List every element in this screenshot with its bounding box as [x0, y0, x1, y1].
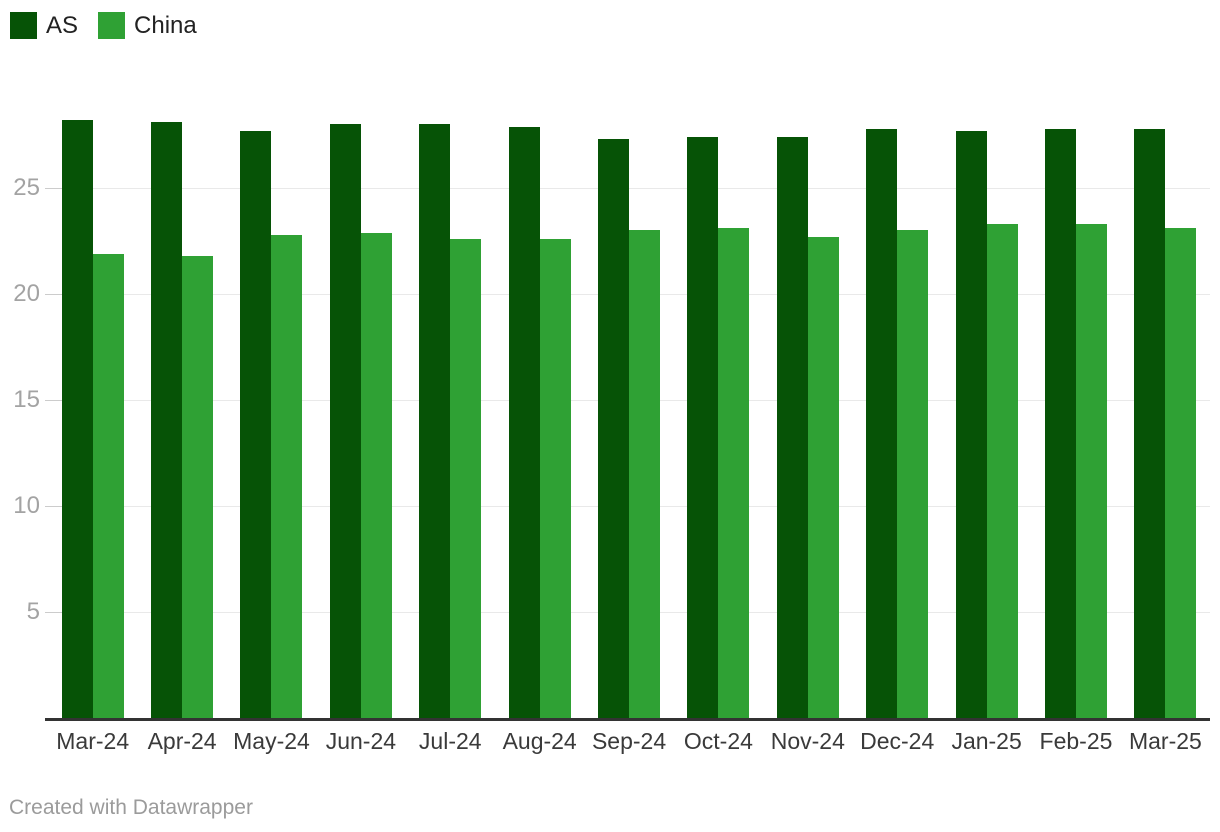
x-axis-label-mar-25: Mar-25 [1128, 728, 1202, 754]
legend-label-as: AS [46, 12, 79, 39]
bar-as-mar-24 [61, 120, 93, 718]
y-axis-tick-label: 5 [26, 598, 40, 625]
bar-china-may-24 [271, 235, 303, 718]
bar-group-may-24 [227, 0, 316, 718]
bar-group-aug-24 [495, 0, 584, 718]
bar-as-aug-24 [508, 127, 540, 718]
y-axis-tick-label: 20 [13, 280, 40, 307]
y-tick-mark [45, 294, 62, 295]
legend-item-as: AS [10, 12, 78, 39]
legend-label-china: China [134, 12, 197, 39]
legend: AS China [10, 12, 197, 39]
bar-china-aug-24 [539, 239, 571, 718]
bar-group-apr-24 [137, 0, 226, 718]
bar-as-nov-24 [776, 137, 808, 718]
bar-as-sep-24 [598, 139, 630, 718]
bar-china-jun-24 [360, 233, 392, 718]
x-axis-label-may-24: May-24 [233, 728, 310, 754]
x-axis-label-feb-25: Feb-25 [1039, 728, 1113, 754]
bar-china-feb-25 [1075, 224, 1107, 718]
x-axis-label-mar-24: Mar-24 [56, 728, 130, 754]
y-tick-mark [45, 188, 62, 189]
x-axis-label-oct-24: Oct-24 [683, 728, 753, 754]
x-axis-label-jun-24: Jun-24 [325, 728, 397, 754]
bar-group-sep-24 [584, 0, 673, 718]
y-tick-mark [45, 506, 62, 507]
bar-as-oct-24 [687, 137, 719, 718]
x-axis-label-nov-24: Nov-24 [770, 728, 845, 754]
bar-china-jan-25 [986, 224, 1018, 718]
bar-group-oct-24 [674, 0, 763, 718]
x-axis-label-aug-24: Aug-24 [502, 728, 577, 754]
bars-area [48, 0, 1210, 718]
x-axis-label-sep-24: Sep-24 [591, 728, 667, 754]
bar-as-jan-25 [955, 131, 987, 718]
bar-china-oct-24 [718, 228, 750, 718]
datawrapper-credit-link[interactable]: Created with Datawrapper [9, 796, 253, 819]
bar-as-mar-25 [1134, 129, 1166, 718]
bar-as-feb-25 [1044, 129, 1076, 718]
x-axis-label-jan-25: Jan-25 [951, 728, 1022, 754]
bar-china-jul-24 [450, 239, 482, 718]
bar-as-jun-24 [329, 124, 361, 718]
legend-item-china: China [98, 12, 197, 39]
y-tick-mark [45, 612, 62, 613]
bar-group-jul-24 [406, 0, 495, 718]
bar-as-may-24 [240, 131, 272, 718]
bar-group-feb-25 [1031, 0, 1120, 718]
bar-group-nov-24 [763, 0, 852, 718]
legend-swatch-china [98, 12, 126, 39]
bar-group-dec-24 [853, 0, 942, 718]
y-axis-tick-label: 10 [13, 492, 40, 519]
x-axis-label-dec-24: Dec-24 [860, 728, 935, 754]
bar-as-dec-24 [866, 129, 898, 718]
x-axis-labels: Mar-24 Apr-24 May-24 Jun-24 Jul-24 Aug-24 Sep-… [48, 728, 1210, 755]
bar-group-jun-24 [316, 0, 405, 718]
y-axis-tick-label: 15 [13, 386, 40, 413]
bar-group-jan-25 [942, 0, 1031, 718]
bar-china-mar-24 [92, 254, 124, 718]
bar-china-apr-24 [182, 256, 214, 718]
x-axis-label-jul-24: Jul-24 [418, 728, 482, 754]
bar-as-apr-24 [151, 122, 183, 718]
x-axis-line [45, 718, 1210, 721]
bar-group-mar-24 [48, 0, 137, 718]
bar-as-jul-24 [419, 124, 451, 718]
legend-swatch-as [10, 12, 37, 39]
bar-china-sep-24 [629, 230, 661, 718]
y-axis-tick-label: 25 [13, 174, 40, 201]
bar-china-mar-25 [1165, 228, 1197, 718]
bar-group-mar-25 [1121, 0, 1210, 718]
bar-china-nov-24 [807, 237, 839, 718]
x-axis-label-apr-24: Apr-24 [147, 728, 217, 754]
y-tick-mark [45, 400, 62, 401]
bar-china-dec-24 [897, 230, 929, 718]
